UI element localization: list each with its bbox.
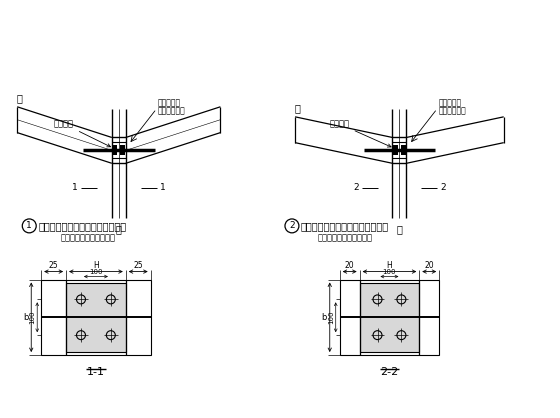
Bar xyxy=(340,280,439,355)
Text: （对对布置）: （对对布置） xyxy=(157,107,185,116)
Text: 刚架斜梁与中柱的铰接连接（二）: 刚架斜梁与中柱的铰接连接（二） xyxy=(301,221,389,231)
Bar xyxy=(360,283,419,352)
Text: b: b xyxy=(321,313,327,322)
Text: （用于斜梁为平轴面时）: （用于斜梁为平轴面时） xyxy=(318,233,373,242)
Bar xyxy=(66,283,126,352)
Text: 100: 100 xyxy=(29,311,35,324)
Text: H: H xyxy=(93,260,99,270)
Bar xyxy=(120,145,125,155)
Text: 2: 2 xyxy=(440,183,446,191)
Text: 100: 100 xyxy=(328,311,334,324)
Text: b: b xyxy=(23,313,28,322)
Text: 刚架斜梁与中柱的铰接连接（一）: 刚架斜梁与中柱的铰接连接（一） xyxy=(38,221,127,231)
Bar xyxy=(393,145,398,155)
Text: 构造加劲股: 构造加劲股 xyxy=(438,99,461,108)
Text: （用于斜梁为实轴面时）: （用于斜梁为实轴面时） xyxy=(61,233,116,242)
Bar xyxy=(401,145,406,155)
Text: 1: 1 xyxy=(72,183,78,191)
Text: 20: 20 xyxy=(345,260,354,270)
Text: 2: 2 xyxy=(289,222,295,230)
Bar xyxy=(360,283,419,352)
Text: 100: 100 xyxy=(89,268,102,275)
Text: 普通螺栋: 普通螺栋 xyxy=(54,120,110,147)
Text: 柱: 柱 xyxy=(396,224,402,234)
Text: （对对布置）: （对对布置） xyxy=(438,107,466,116)
Text: 2-2: 2-2 xyxy=(380,367,399,377)
Text: 梁: 梁 xyxy=(16,93,22,103)
Text: 1: 1 xyxy=(160,183,165,191)
Text: 1: 1 xyxy=(26,222,32,230)
Text: 25: 25 xyxy=(133,260,143,270)
Bar xyxy=(41,280,151,355)
Text: 25: 25 xyxy=(49,260,58,270)
Text: 100: 100 xyxy=(382,268,396,275)
Text: H: H xyxy=(386,260,393,270)
Text: 普通螺栋: 普通螺栋 xyxy=(330,120,391,147)
Bar xyxy=(66,283,126,352)
Text: 2: 2 xyxy=(353,183,358,191)
Text: 构造加劲股: 构造加劲股 xyxy=(157,99,181,108)
Text: 1-1: 1-1 xyxy=(87,367,105,377)
Text: 柱: 柱 xyxy=(116,224,122,234)
Bar xyxy=(113,145,117,155)
Text: 梁: 梁 xyxy=(294,103,300,113)
Text: 20: 20 xyxy=(424,260,434,270)
